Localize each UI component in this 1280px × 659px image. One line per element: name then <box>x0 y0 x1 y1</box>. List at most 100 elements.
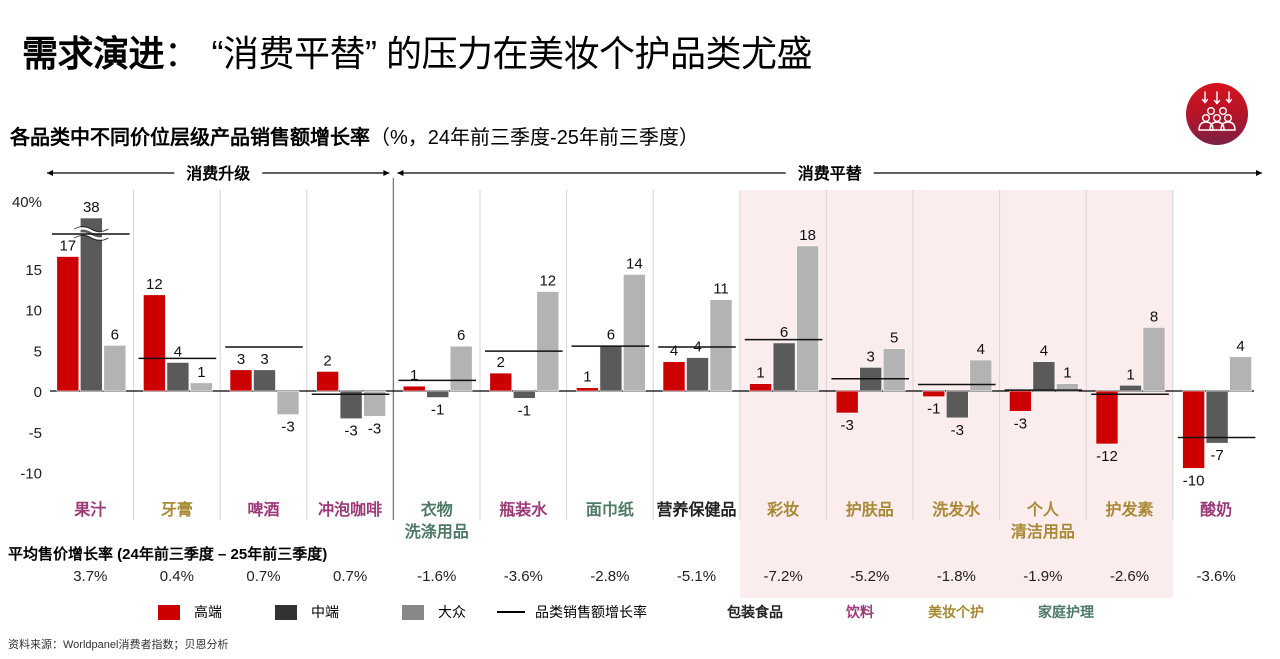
data-label-mass: 1 <box>197 364 205 381</box>
category-label: 清洁用品 <box>1011 522 1075 541</box>
data-label-mid: 6 <box>607 326 615 343</box>
bar-mid <box>426 390 450 398</box>
category-label: 洗发水 <box>932 500 981 519</box>
crowd-pressure-icon <box>1186 83 1248 145</box>
bar-high <box>1182 390 1205 469</box>
data-label-mass: 1 <box>1063 365 1071 382</box>
subtitle-bold: 各品类中不同价位层级产品销售额增长率 <box>10 127 370 149</box>
data-label-mid: -1 <box>431 402 444 419</box>
asp-value: -5.1% <box>676 568 717 585</box>
upgrade-bracket-arrow-left-icon <box>47 170 53 176</box>
data-label-mid: -3 <box>951 422 964 439</box>
data-label-high: -10 <box>1183 472 1205 489</box>
bar-mid <box>1119 384 1142 392</box>
asp-value: -7.2% <box>763 568 803 585</box>
y-tick-label: 5 <box>34 343 42 360</box>
axis-break-line <box>74 235 109 241</box>
legend-high-label: 高端 <box>194 604 222 620</box>
data-label-mass: 8 <box>1150 308 1158 325</box>
bar-mid <box>686 357 709 392</box>
y-tick-label: 0 <box>34 384 42 401</box>
data-label-high: 1 <box>410 367 418 384</box>
bar-high <box>835 390 859 414</box>
downgrade-bracket-label: 消费平替 <box>798 164 862 183</box>
bar-mass <box>623 274 646 392</box>
bar-high <box>56 256 80 392</box>
data-label-mass: 4 <box>977 341 985 358</box>
title-colon: ： <box>164 33 200 74</box>
legend-line-swatch <box>497 611 525 613</box>
data-label-mid: 38 <box>83 199 100 216</box>
category-label: 衣物 <box>421 500 453 519</box>
data-label-mass: -3 <box>281 419 294 436</box>
bar-high <box>489 372 513 392</box>
legend-mid-label: 中端 <box>311 604 339 620</box>
y-tick-label: 15 <box>25 262 42 279</box>
source-note: 资料来源：Worldpanel消费者指数；贝恩分析 <box>8 639 229 651</box>
data-label-mid: 3 <box>260 351 268 368</box>
data-label-mid: -3 <box>344 423 357 440</box>
asp-value: -3.6% <box>503 568 543 585</box>
bar-high <box>1009 390 1032 412</box>
legend-mass-label: 大众 <box>438 604 466 620</box>
y-tick-label: -5 <box>29 425 42 442</box>
category-label: 瓶装水 <box>499 500 548 519</box>
data-label-mid: 1 <box>1126 366 1134 383</box>
legend-high-swatch <box>158 604 180 620</box>
legend-packaged-food: 包装食品 <box>727 604 783 620</box>
bar-mid <box>1205 390 1229 444</box>
bar-high <box>662 361 686 392</box>
bar-mass <box>882 348 906 392</box>
data-label-mass: 5 <box>890 330 898 347</box>
bar-mass <box>1056 383 1079 392</box>
bar-mid <box>80 217 103 392</box>
legend-mid-swatch <box>275 604 297 620</box>
y-tick-label: 40% <box>12 194 42 211</box>
data-label-mid: -7 <box>1210 447 1223 464</box>
category-label: 酸奶 <box>1200 500 1232 519</box>
bar-mid <box>253 369 276 392</box>
data-label-high: 3 <box>237 351 245 368</box>
bar-mid <box>772 342 796 392</box>
bar-mass <box>103 345 127 392</box>
bar-high <box>402 385 426 392</box>
bar-mid <box>1032 361 1056 392</box>
title-bold: 需求演进 <box>22 33 165 74</box>
data-label-mid: 4 <box>174 343 182 360</box>
bar-mid <box>599 345 623 392</box>
title-rest: “消费平替” 的压力在美妆个护品类尤盛 <box>211 33 813 74</box>
bar-mid <box>945 390 969 419</box>
data-label-high: -1 <box>927 401 940 418</box>
category-label: 果汁 <box>73 500 106 519</box>
legend-high: 高端 <box>158 602 222 622</box>
asp-value: -1.6% <box>417 568 457 585</box>
category-label: 护肤品 <box>846 500 894 519</box>
asp-value: -3.6% <box>1196 568 1236 585</box>
data-label-mid: 3 <box>867 348 875 365</box>
data-label-high: 4 <box>670 343 678 360</box>
bar-mass <box>796 245 819 392</box>
bar-mass <box>190 382 213 392</box>
asp-value: -1.8% <box>936 568 976 585</box>
asp-value: 0.7% <box>332 568 368 585</box>
data-label-mid: -1 <box>518 402 531 419</box>
legend-mid: 中端 <box>275 602 339 622</box>
downgrade-bracket-arrow-left-icon <box>397 170 404 176</box>
data-label-high: 17 <box>59 238 76 255</box>
data-label-high: 1 <box>583 369 591 386</box>
category-label: 冲泡咖啡 <box>318 500 382 519</box>
category-label: 牙膏 <box>161 500 193 519</box>
data-label-high: 12 <box>146 276 163 293</box>
bar-mass <box>709 299 733 392</box>
legend-line-label: 品类销售额增长率 <box>535 604 647 620</box>
y-tick-label: 10 <box>25 303 42 320</box>
subtitle-rest: （%，24年前三季度-25年前三季度） <box>370 127 699 149</box>
legend-mass-swatch <box>402 604 424 620</box>
bar-mass <box>536 291 560 392</box>
bar-high <box>749 383 772 392</box>
bar-high <box>922 390 946 398</box>
data-label-mid: 4 <box>1040 343 1048 360</box>
bar-mid <box>512 390 536 399</box>
category-label: 面巾纸 <box>586 500 634 519</box>
